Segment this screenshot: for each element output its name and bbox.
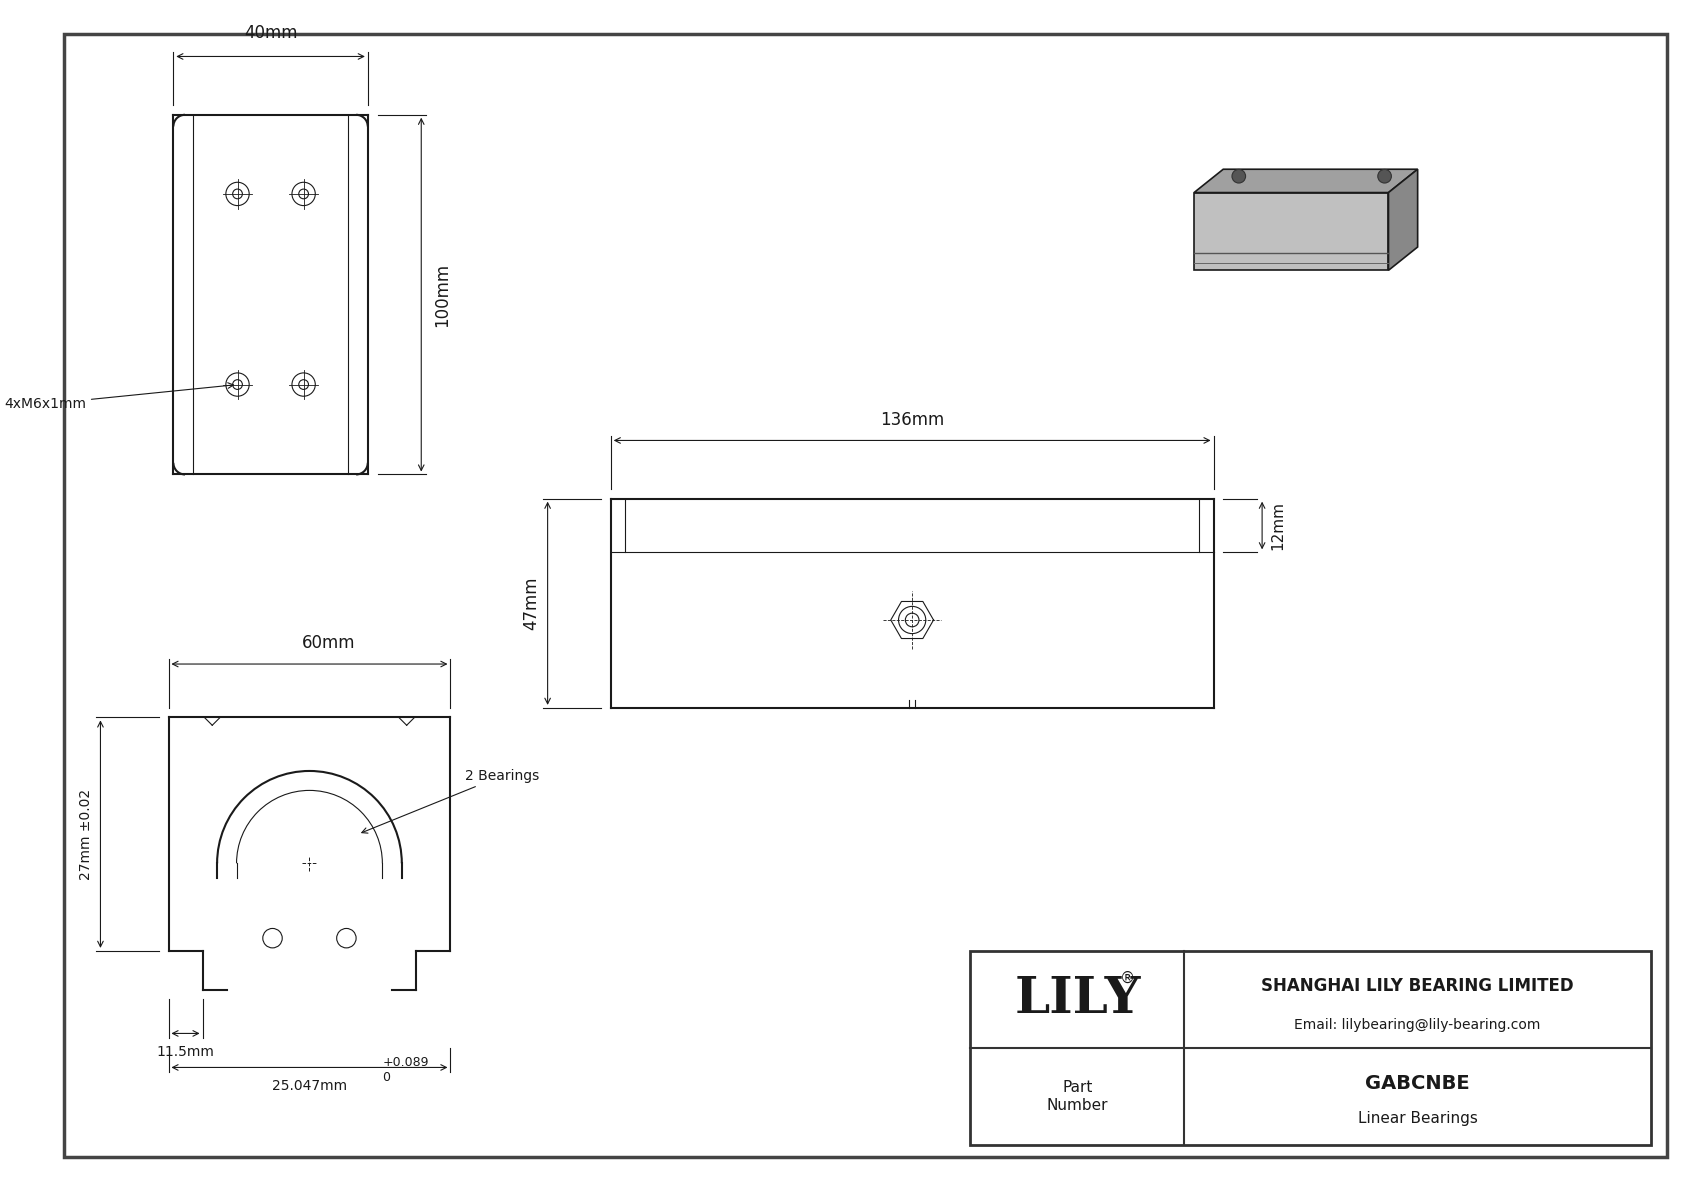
Text: SHANGHAI LILY BEARING LIMITED: SHANGHAI LILY BEARING LIMITED <box>1261 977 1575 994</box>
Polygon shape <box>1194 169 1418 193</box>
Text: 12mm: 12mm <box>1270 501 1285 550</box>
Text: 40mm: 40mm <box>244 24 298 42</box>
Bar <box>970 950 1650 1146</box>
Polygon shape <box>1194 193 1389 270</box>
Text: Email: lilybearing@lily-bearing.com: Email: lilybearing@lily-bearing.com <box>1295 1017 1541 1031</box>
Text: ®: ® <box>1120 971 1135 985</box>
Text: 100mm: 100mm <box>433 262 451 326</box>
Text: 11.5mm: 11.5mm <box>157 1045 214 1059</box>
Text: Linear Bearings: Linear Bearings <box>1357 1110 1477 1125</box>
Circle shape <box>1378 169 1391 183</box>
Text: 60mm: 60mm <box>301 635 355 653</box>
Text: LILY: LILY <box>1014 975 1140 1024</box>
Polygon shape <box>1389 169 1418 270</box>
Text: 47mm: 47mm <box>522 576 541 630</box>
Circle shape <box>1233 169 1246 183</box>
Text: +0.089
0: +0.089 0 <box>382 1056 429 1084</box>
Text: GABCNBE: GABCNBE <box>1366 1073 1470 1092</box>
Text: 2 Bearings: 2 Bearings <box>362 769 539 834</box>
Text: Part
Number: Part Number <box>1047 1080 1108 1112</box>
Text: 25.047mm: 25.047mm <box>271 1079 347 1093</box>
Text: 4xM6x1mm: 4xM6x1mm <box>3 382 234 411</box>
Text: 136mm: 136mm <box>881 411 945 429</box>
Text: 27mm ±0.02: 27mm ±0.02 <box>79 788 93 880</box>
